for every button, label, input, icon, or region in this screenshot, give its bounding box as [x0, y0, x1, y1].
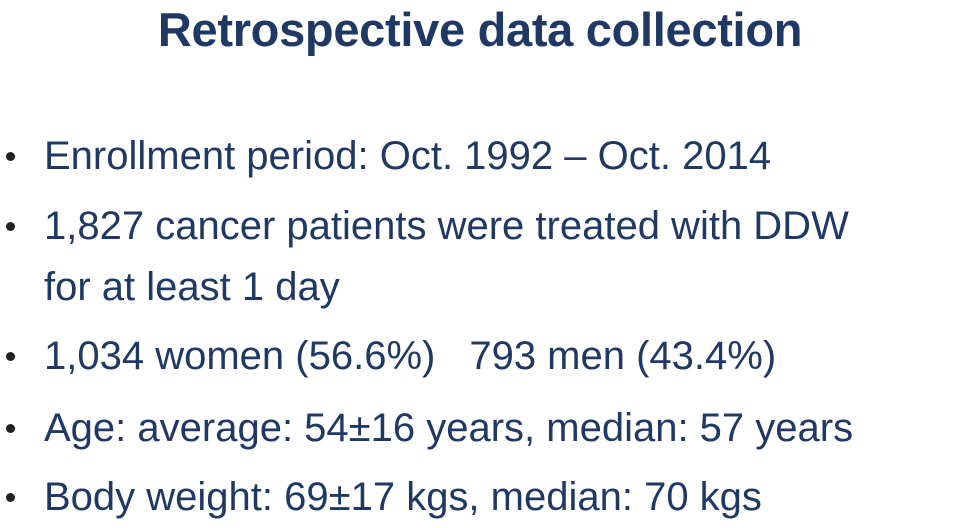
women-count: 1,034 women (56.6%) — [44, 334, 436, 378]
bullet-dot — [6, 152, 15, 161]
bullet-text: 1,034 women (56.6%) 793 men (43.4%) — [44, 326, 954, 386]
bullet-dot — [6, 222, 15, 231]
men-count: 793 men (43.4%) — [469, 334, 777, 378]
bullet-text: 1,827 cancer patients were treated with … — [44, 204, 849, 248]
bullet-dot — [6, 352, 15, 361]
bullet-text: Body weight: 69±17 kgs, median: 70 kgs — [44, 475, 762, 519]
bullet-dot — [6, 424, 15, 433]
bullet-text: Age: average: 54±16 years, median: 57 ye… — [44, 406, 854, 450]
bullet-dot — [6, 493, 15, 502]
slide-title: Retrospective data collection — [157, 3, 803, 56]
bullet-text: Enrollment period: Oct. 1992 – Oct. 2014 — [44, 134, 772, 178]
bullet-text-continuation: for at least 1 day — [44, 265, 340, 309]
